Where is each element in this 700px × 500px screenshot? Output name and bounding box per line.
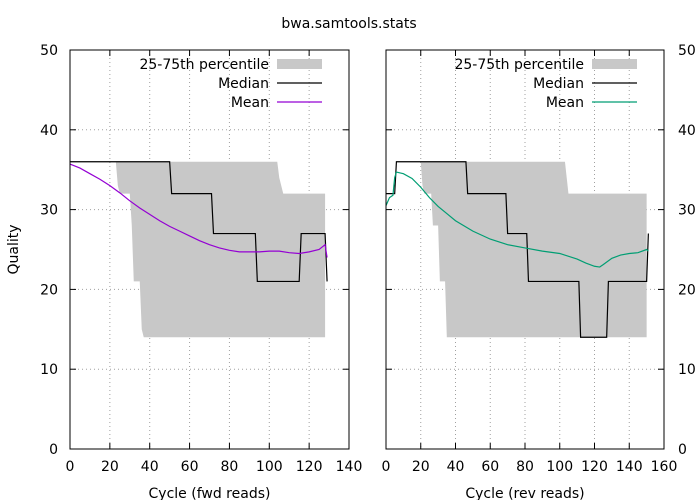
- y-tick-label: 50: [678, 43, 696, 59]
- percentile-band: [70, 161, 326, 338]
- legend-swatch-band: [592, 59, 637, 69]
- x-tick-label: 0: [382, 459, 391, 475]
- x-axis-label: Cycle (fwd reads): [149, 486, 271, 500]
- legend-label: 25-75th percentile: [139, 57, 269, 73]
- x-tick-label: 80: [516, 459, 534, 475]
- y-tick-label: 20: [678, 282, 696, 298]
- y-tick-label: 0: [678, 442, 687, 458]
- percentile-band: [386, 161, 647, 338]
- x-tick-label: 140: [616, 459, 643, 475]
- y-tick-label: 20: [40, 282, 58, 298]
- y-tick-label: 30: [678, 203, 696, 219]
- x-tick-label: 60: [481, 459, 499, 475]
- plot-frame: [69, 49, 350, 450]
- x-tick-label: 120: [581, 459, 608, 475]
- y-tick-label: 0: [49, 442, 58, 458]
- y-tick-label: 40: [40, 123, 58, 139]
- legend-swatch-band: [277, 59, 322, 69]
- legend-label: Mean: [231, 95, 269, 111]
- legend-label: Median: [218, 76, 269, 92]
- legend-label: Median: [533, 76, 584, 92]
- mean-line: [385, 171, 649, 268]
- median-line: [70, 161, 328, 283]
- x-tick-label: 40: [141, 459, 159, 475]
- legend: 25-75th percentile Median Mean: [454, 57, 637, 111]
- y-tick-label: 30: [40, 203, 58, 219]
- y-tick-label: 50: [40, 43, 58, 59]
- y-tick-label: 10: [678, 362, 696, 378]
- y-tick-label: 10: [40, 362, 58, 378]
- x-tick-label: 0: [66, 459, 75, 475]
- y-axis-label: Quality: [6, 224, 22, 274]
- x-tick-label: 100: [546, 459, 573, 475]
- legend-label: 25-75th percentile: [454, 57, 584, 73]
- median-line: [386, 161, 649, 338]
- legend: 25-75th percentile Median Mean: [139, 57, 322, 111]
- legend-label: Mean: [546, 95, 584, 111]
- x-tick-label: 40: [447, 459, 465, 475]
- panel-fwd-reads: 0 20 40 60 80 100 120 140 0 10 20 30 40 50 Cycle (fwd …: [6, 43, 362, 500]
- x-tick-label: 20: [101, 459, 119, 475]
- x-tick-label: 100: [256, 459, 283, 475]
- mean-line: [69, 163, 328, 258]
- x-tick-label: 160: [651, 459, 678, 475]
- chart-title: bwa.samtools.stats: [281, 16, 416, 32]
- x-tick-label: 20: [412, 459, 430, 475]
- x-tick-label: 140: [336, 459, 363, 475]
- x-tick-label: 120: [296, 459, 323, 475]
- y-tick-label: 40: [678, 123, 696, 139]
- x-tick-label: 60: [181, 459, 199, 475]
- x-axis-label: Cycle (rev reads): [465, 486, 584, 500]
- x-tick-label: 80: [221, 459, 239, 475]
